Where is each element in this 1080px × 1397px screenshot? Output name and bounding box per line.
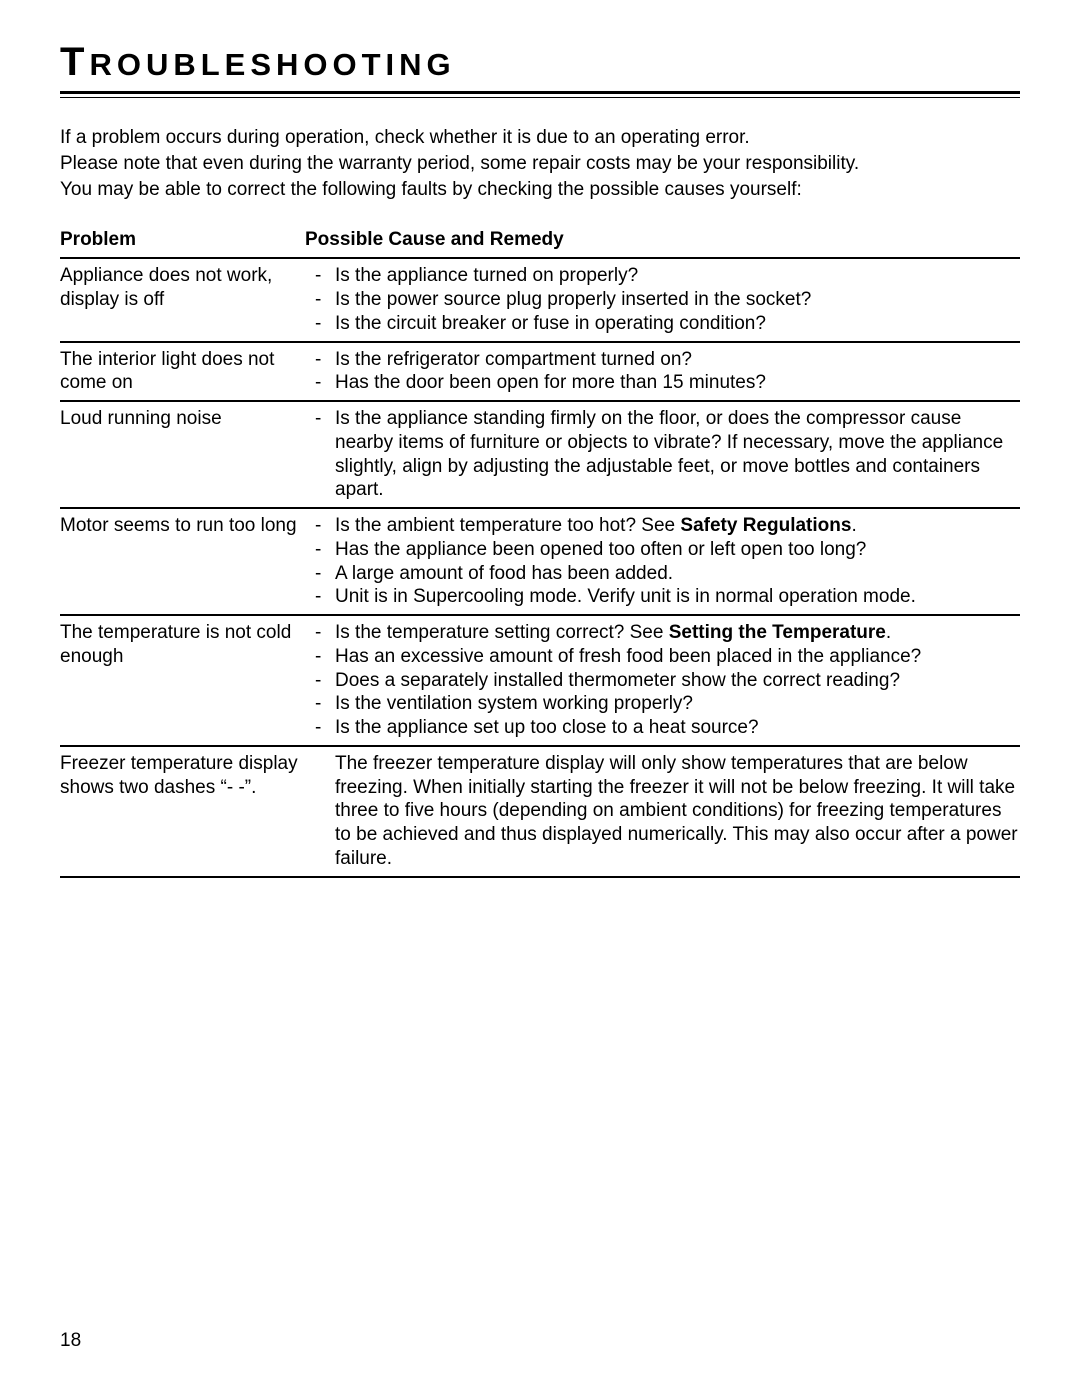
problem-cell: The interior light does not come on: [60, 348, 315, 396]
table-body: Appliance does not work, display is offI…: [60, 259, 1020, 877]
intro-block: If a problem occurs during operation, ch…: [60, 126, 1020, 201]
problem-cell: Appliance does not work, display is off: [60, 264, 315, 335]
remedy-list: Is the appliance turned on properly?Is t…: [315, 264, 1020, 335]
remedy-item: Has the door been open for more than 15 …: [315, 371, 1020, 395]
title-rule-thick: [60, 91, 1020, 94]
title-rest: ROUBLESHOOTING: [89, 47, 455, 82]
remedy-text-pre: Is the ambient temperature too hot? See: [335, 515, 680, 536]
problem-cell: Motor seems to run too long: [60, 514, 315, 609]
remedy-text-post: .: [886, 622, 891, 643]
problem-cell: Loud running noise: [60, 407, 315, 502]
table-row: Appliance does not work, display is offI…: [60, 259, 1020, 342]
remedy-item: Is the appliance turned on properly?: [315, 264, 1020, 288]
remedy-item: Is the circuit breaker or fuse in operat…: [315, 312, 1020, 336]
remedy-cell: Is the appliance standing firmly on the …: [315, 407, 1020, 502]
remedy-item: Is the refrigerator compartment turned o…: [315, 348, 1020, 372]
remedy-list: Is the ambient temperature too hot? See …: [315, 514, 1020, 609]
table-row: Loud running noiseIs the appliance stand…: [60, 402, 1020, 509]
remedy-item: Is the appliance set up too close to a h…: [315, 716, 1020, 740]
remedy-item: A large amount of food has been added.: [315, 562, 1020, 586]
remedy-text-post: .: [851, 515, 856, 536]
remedy-cell: Is the temperature setting correct? See …: [315, 621, 1020, 740]
problem-cell: Freezer temperature display shows two da…: [60, 752, 315, 871]
remedy-item: Does a separately installed thermometer …: [315, 669, 1020, 693]
table-row: Motor seems to run too longIs the ambien…: [60, 509, 1020, 616]
title-first-letter: T: [60, 40, 89, 84]
intro-line-1: If a problem occurs during operation, ch…: [60, 126, 1020, 150]
remedy-item: Unit is in Supercooling mode. Verify uni…: [315, 585, 1020, 609]
remedy-item: Is the ventilation system working proper…: [315, 692, 1020, 716]
title-rule-thin: [60, 97, 1020, 98]
remedy-item: Has an excessive amount of fresh food be…: [315, 645, 1020, 669]
remedy-cell: Is the refrigerator compartment turned o…: [315, 348, 1020, 396]
remedy-text-pre: Is the temperature setting correct? See: [335, 622, 669, 643]
page-title: TROUBLESHOOTING: [60, 40, 1020, 85]
remedy-cell: Is the appliance turned on properly?Is t…: [315, 264, 1020, 335]
remedy-item: Has the appliance been opened too often …: [315, 538, 1020, 562]
remedy-list: Is the temperature setting correct? See …: [315, 621, 1020, 740]
remedy-item: Is the appliance standing firmly on the …: [315, 407, 1020, 502]
page-number: 18: [60, 1330, 81, 1352]
remedy-item: Is the ambient temperature too hot? See …: [315, 514, 1020, 538]
table-row: The temperature is not cold enoughIs the…: [60, 616, 1020, 747]
remedy-item: Is the power source plug properly insert…: [315, 288, 1020, 312]
remedy-text-bold: Safety Regulations: [680, 515, 851, 536]
table-row: Freezer temperature display shows two da…: [60, 747, 1020, 878]
remedy-list: Is the refrigerator compartment turned o…: [315, 348, 1020, 396]
remedy-cell: Is the ambient temperature too hot? See …: [315, 514, 1020, 609]
remedy-item: Is the temperature setting correct? See …: [315, 621, 1020, 645]
remedy-paragraph: The freezer temperature display will onl…: [315, 752, 1020, 871]
page: TROUBLESHOOTING If a problem occurs duri…: [0, 0, 1080, 1397]
header-remedy: Possible Cause and Remedy: [305, 229, 1020, 251]
header-problem: Problem: [60, 229, 305, 251]
remedy-text-bold: Setting the Temperature: [669, 622, 886, 643]
remedy-list: Is the appliance standing firmly on the …: [315, 407, 1020, 502]
table-header: Problem Possible Cause and Remedy: [60, 229, 1020, 259]
intro-line-2: Please note that even during the warrant…: [60, 152, 1020, 176]
intro-line-3: You may be able to correct the following…: [60, 178, 1020, 202]
table-row: The interior light does not come onIs th…: [60, 343, 1020, 403]
remedy-cell: The freezer temperature display will onl…: [315, 752, 1020, 871]
problem-cell: The temperature is not cold enough: [60, 621, 315, 740]
